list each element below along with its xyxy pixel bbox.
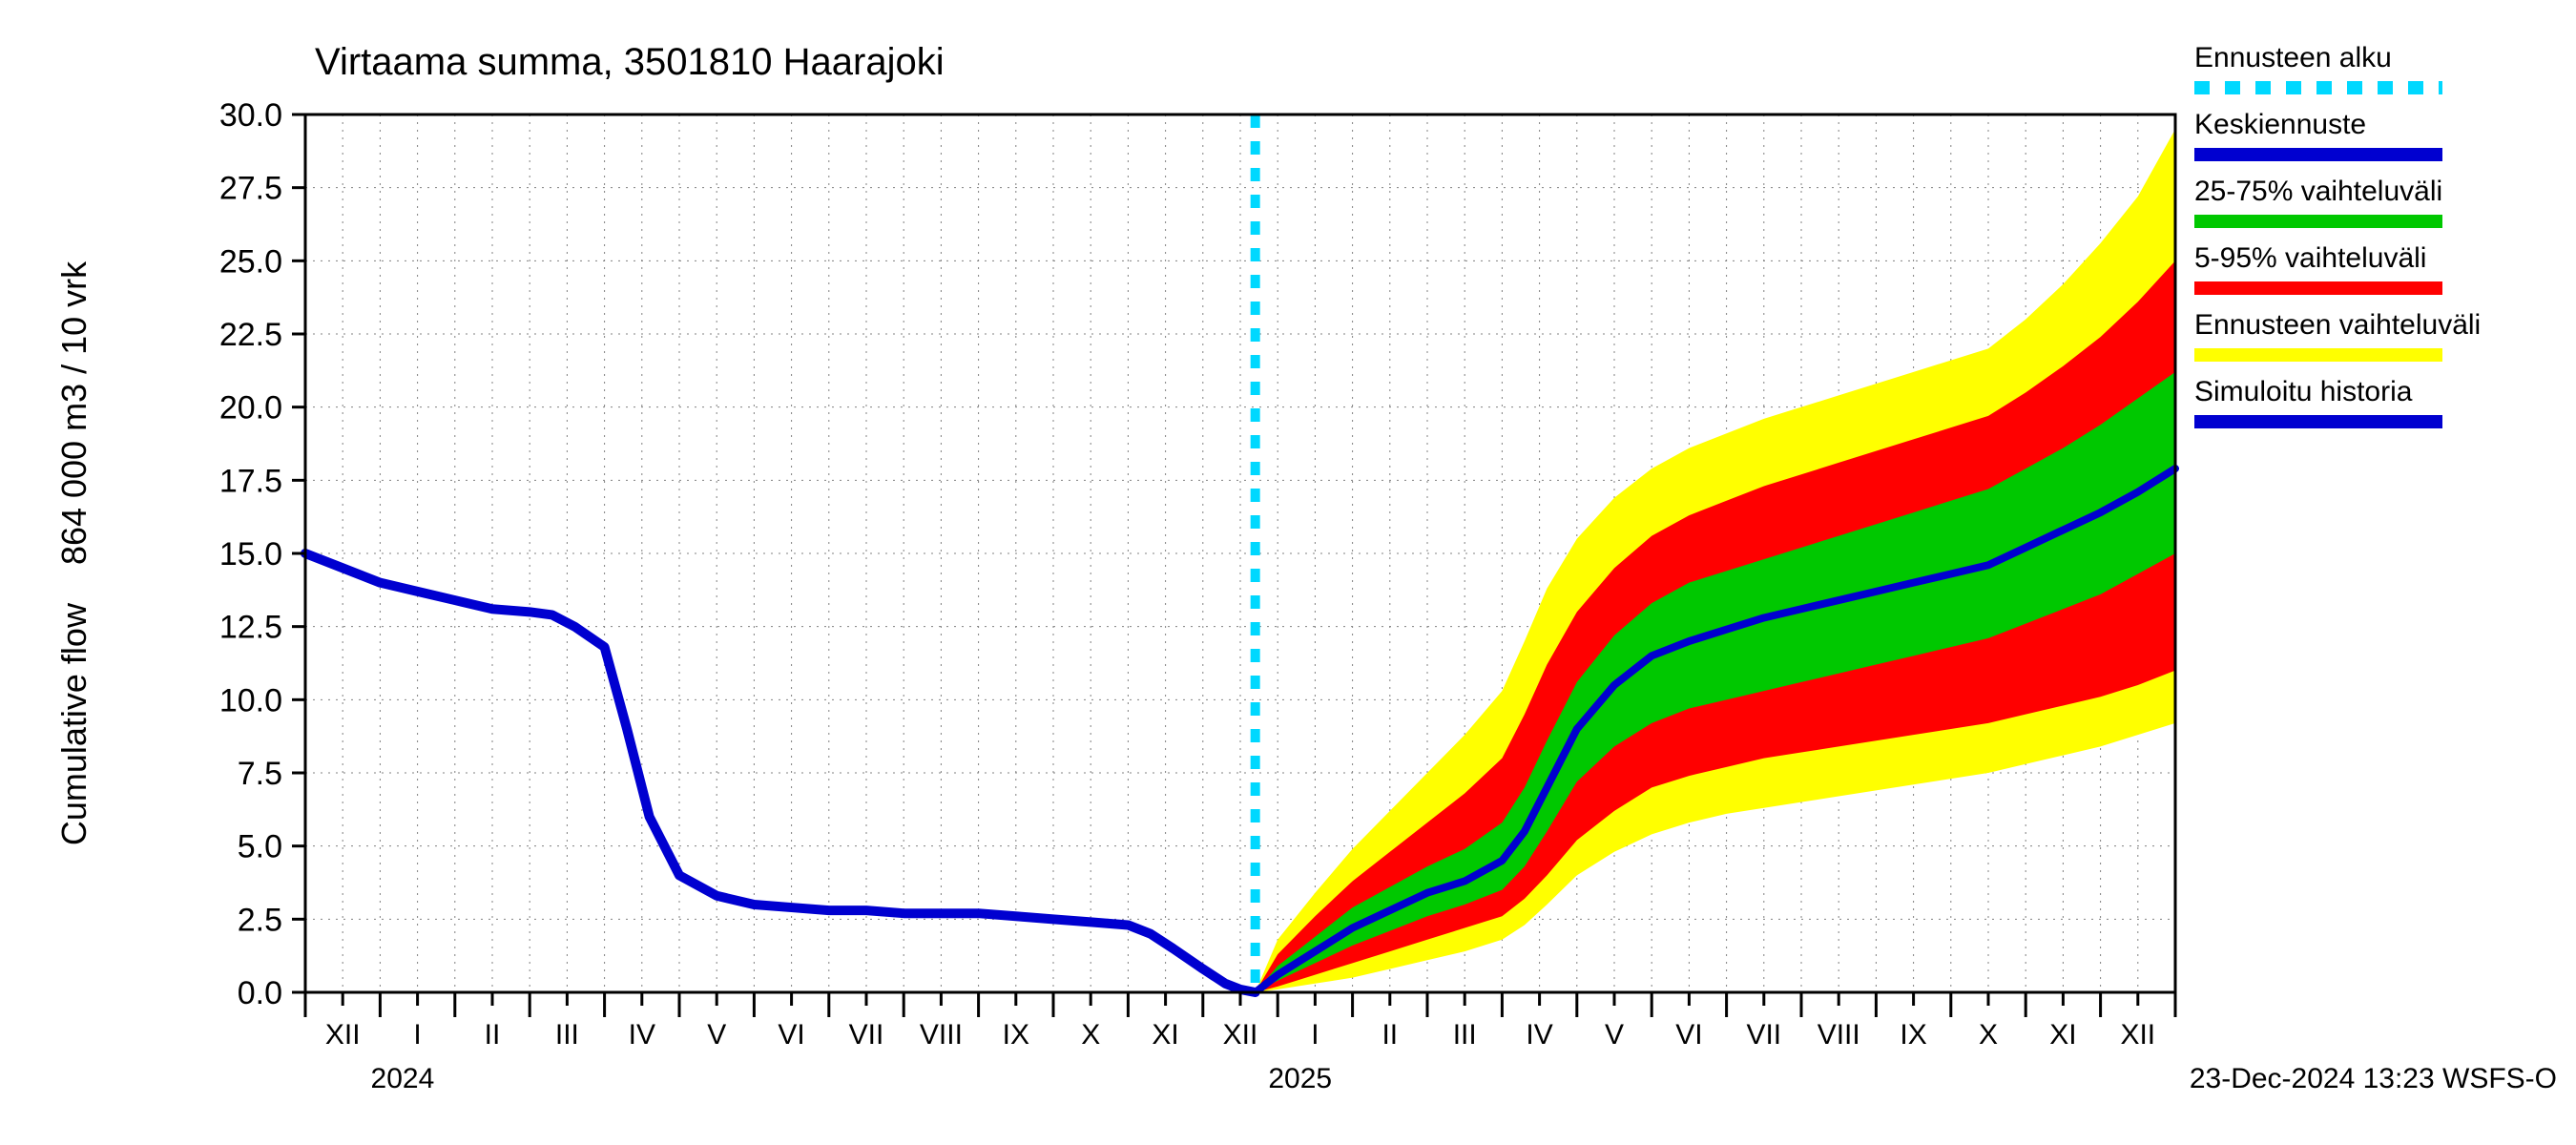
x-month-label: IX [1003, 1019, 1029, 1051]
y-tick-label: 7.5 [238, 756, 282, 792]
legend-swatch [2194, 281, 2442, 295]
svg-text:Cumulative flow864 000 m3 / 10: Cumulative flow 864 000 m3 / 10 vrk [54, 260, 93, 845]
x-month-label: II [485, 1019, 501, 1051]
x-month-label: II [1381, 1019, 1398, 1051]
x-month-label: XI [1152, 1019, 1178, 1051]
legend-label: 5-95% vaihteluväli [2194, 242, 2426, 274]
chart-title: Virtaama summa, 3501810 Haarajoki [315, 41, 945, 83]
y-tick-label: 20.0 [219, 390, 282, 427]
x-month-label: XII [2120, 1019, 2155, 1051]
legend-label: Simuloitu historia [2194, 376, 2413, 407]
x-month-label: III [555, 1019, 579, 1051]
legend-swatch [2194, 215, 2442, 228]
y-tick-label: 17.5 [219, 463, 282, 499]
x-month-label: XII [325, 1019, 361, 1051]
y-label-part1: Cumulative flow [54, 602, 93, 845]
x-month-label: IV [1526, 1019, 1552, 1051]
legend-label: Ennusteen vaihteluväli [2194, 309, 2481, 341]
x-month-label: XI [2049, 1019, 2076, 1051]
footer-timestamp: 23-Dec-2024 13:23 WSFS-O [2190, 1063, 2557, 1094]
y-tick-label: 5.0 [238, 829, 282, 865]
x-month-label: VII [1746, 1019, 1781, 1051]
x-month-label: VII [849, 1019, 884, 1051]
y-tick-label: 10.0 [219, 682, 282, 718]
legend-label: Keskiennuste [2194, 109, 2366, 140]
x-month-label: V [707, 1019, 726, 1051]
x-month-label: VIII [920, 1019, 963, 1051]
y-tick-label: 30.0 [219, 97, 282, 134]
x-month-label: XII [1223, 1019, 1258, 1051]
y-tick-label: 2.5 [238, 902, 282, 938]
y-tick-label: 27.5 [219, 171, 282, 207]
legend-label: 25-75% vaihteluväli [2194, 176, 2442, 207]
y-tick-label: 15.0 [219, 536, 282, 572]
y-tick-label: 0.0 [238, 975, 282, 1011]
x-month-label: IX [1900, 1019, 1926, 1051]
y-axis-label: Cumulative flow 864 000 m3 / 10 vrk [54, 260, 93, 845]
chart-svg: 0.0 2.5 5.0 7.5 10.0 12.5 15.0 17.5 20.0 22.5 25.0… [0, 0, 2576, 1145]
x-month-label: V [1605, 1019, 1624, 1051]
x-year-label: 2025 [1268, 1063, 1332, 1094]
x-month-label: IV [629, 1019, 655, 1051]
x-month-label: I [1311, 1019, 1319, 1051]
y-tick-label: 12.5 [219, 610, 282, 646]
x-month-label: X [1081, 1019, 1100, 1051]
x-month-label: X [1979, 1019, 1998, 1051]
x-month-label: VI [778, 1019, 804, 1051]
x-month-label: III [1453, 1019, 1477, 1051]
y-label-part2: 864 000 m3 / 10 vrk [54, 260, 93, 565]
x-month-label: VIII [1818, 1019, 1860, 1051]
x-year-label: 2024 [371, 1063, 435, 1094]
y-tick-label: 22.5 [219, 317, 282, 353]
x-month-label: VI [1675, 1019, 1702, 1051]
y-tick-label: 25.0 [219, 243, 282, 280]
x-month-label: I [413, 1019, 421, 1051]
legend-swatch [2194, 348, 2442, 362]
legend-label: Ennusteen alku [2194, 42, 2392, 73]
chart-container: 0.0 2.5 5.0 7.5 10.0 12.5 15.0 17.5 20.0 22.5 25.0… [0, 0, 2576, 1145]
